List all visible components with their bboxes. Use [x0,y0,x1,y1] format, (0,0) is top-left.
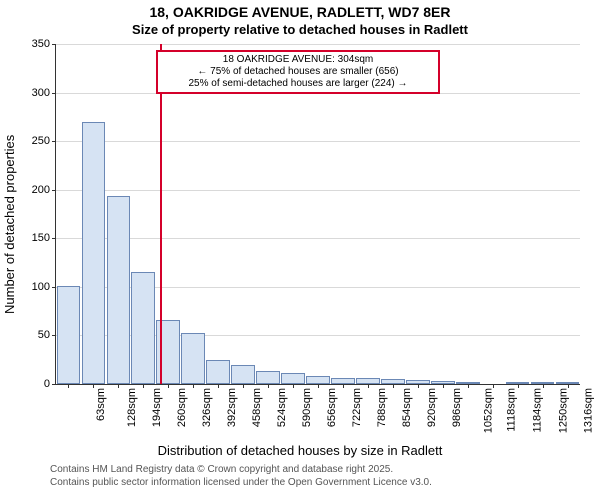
grid-line [56,238,580,239]
histogram-bar [206,360,230,384]
reference-line [160,44,162,384]
y-tick-label: 150 [32,232,56,244]
x-tick-label: 1250sqm [557,388,569,433]
x-tick-label: 128sqm [127,388,139,427]
histogram-bar [82,122,106,384]
x-tick-label: 194sqm [152,388,164,427]
x-tick-label: 986sqm [451,388,463,427]
x-tick-label: 722sqm [351,388,363,427]
annotation-line2: ← 75% of detached houses are smaller (65… [164,66,432,78]
y-axis-label: Number of detached properties [2,135,17,314]
y-tick-label: 350 [32,38,56,50]
histogram-bar [306,376,330,384]
chart-title: 18, OAKRIDGE AVENUE, RADLETT, WD7 8ER [0,4,600,20]
grid-line [56,190,580,191]
x-tick-label: 788sqm [376,388,388,427]
grid-line [56,44,580,45]
y-tick-label: 100 [32,281,56,293]
x-tick-label: 1118sqm [505,388,517,432]
x-tick-label: 854sqm [401,388,413,427]
histogram-bar [57,286,81,384]
x-tick-label: 63sqm [96,388,108,421]
annotation-box: 18 OAKRIDGE AVENUE: 304sqm ← 75% of deta… [156,50,440,94]
x-tick-label: 1052sqm [482,388,494,433]
histogram-bar [281,373,305,384]
attribution-line2: Contains public sector information licen… [50,477,432,488]
y-tick-label: 300 [32,87,56,99]
x-tick-label: 260sqm [176,388,188,427]
plot-area: 05010015020025030035063sqm128sqm194sqm26… [55,44,580,385]
annotation-line1: 18 OAKRIDGE AVENUE: 304sqm [164,54,432,66]
y-tick-label: 50 [38,329,56,341]
annotation-line3: 25% of semi-detached houses are larger (… [164,78,432,90]
x-tick-label: 458sqm [251,388,263,427]
histogram-bar [181,333,205,384]
x-tick-label: 1184sqm [531,388,543,432]
x-tick-label: 326sqm [201,388,213,427]
y-tick-label: 0 [44,378,56,390]
grid-line [56,141,580,142]
x-tick-label: 656sqm [326,388,338,427]
x-tick-label: 920sqm [426,388,438,427]
histogram-bar [231,365,255,384]
chart-subtitle: Size of property relative to detached ho… [0,22,600,37]
attribution-line1: Contains HM Land Registry data © Crown c… [50,464,393,475]
x-tick-label: 590sqm [301,388,313,427]
chart-container: { "chart": { "type": "histogram", "title… [0,0,600,500]
y-tick-label: 200 [32,184,56,196]
x-tick-label: 1316sqm [582,388,594,433]
x-tick-label: 392sqm [226,388,238,427]
histogram-bar [131,272,155,384]
histogram-bar [107,196,131,384]
histogram-bar [256,371,280,384]
x-axis-label: Distribution of detached houses by size … [0,443,600,458]
y-tick-label: 250 [32,135,56,147]
x-tick-label: 524sqm [276,388,288,427]
